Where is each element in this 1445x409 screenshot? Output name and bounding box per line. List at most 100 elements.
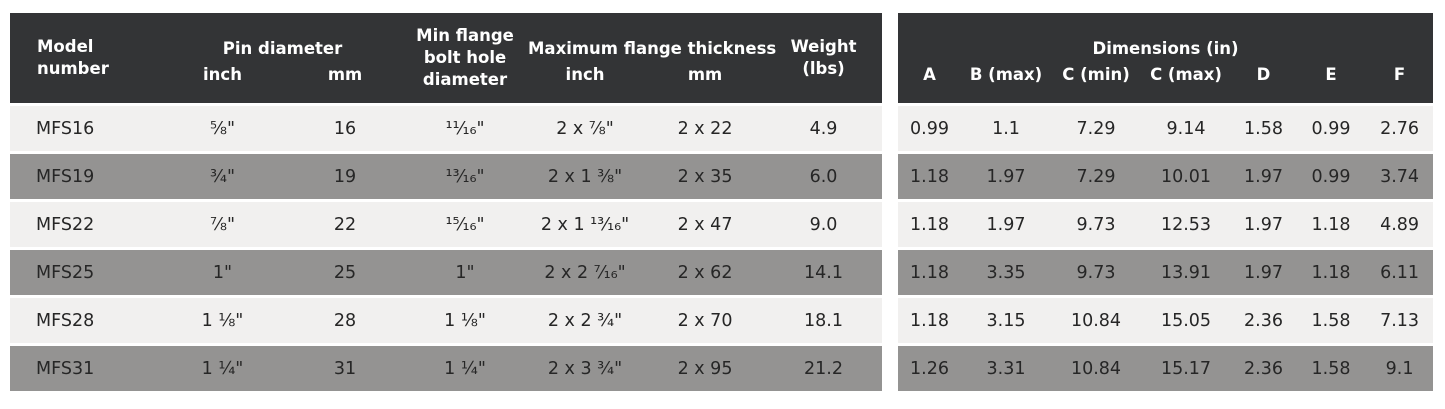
table-row: 1.18 1.97 9.73 12.53 1.97 1.18 4.89 xyxy=(898,200,1434,249)
table-cell: 1.18 xyxy=(898,296,962,345)
table-cell: 1.26 xyxy=(898,344,962,391)
table-cell: 1.18 xyxy=(898,152,962,201)
table-cell: MFS19 xyxy=(10,152,160,201)
table-cell: 1.18 xyxy=(1296,200,1367,249)
table-cell: 0.99 xyxy=(1296,104,1367,153)
table-cell: 2.76 xyxy=(1366,104,1434,153)
table-cell: 21.2 xyxy=(765,344,883,391)
page: Model number Pin diameter Min flange bol… xyxy=(10,13,1434,391)
table-cell: 22 xyxy=(285,200,406,249)
table-cell: 2 x 22 xyxy=(645,104,766,153)
col-header-flange-mm: mm xyxy=(645,62,766,105)
table-row: MFS22 ⅞" 22 ¹⁵⁄₁₆" 2 x 1 ¹³⁄₁₆" 2 x 47 9.0 xyxy=(10,200,883,249)
table-cell: 0.99 xyxy=(1296,152,1367,201)
table-cell: 3.74 xyxy=(1366,152,1434,201)
table-cell: 1" xyxy=(160,248,285,297)
table-row: 1.18 3.35 9.73 13.91 1.97 1.18 6.11 xyxy=(898,248,1434,297)
table-cell: 1.58 xyxy=(1296,344,1367,391)
table-cell: 2 x 3 ¾" xyxy=(525,344,646,391)
table-cell: 7.29 xyxy=(1051,104,1142,153)
table-cell: 31 xyxy=(285,344,406,391)
table-cell: 4.89 xyxy=(1366,200,1434,249)
table-cell: 1.97 xyxy=(1231,152,1297,201)
table-row: MFS31 1 ¼" 31 1 ¼" 2 x 3 ¾" 2 x 95 21.2 xyxy=(10,344,883,391)
col-header-model-number: Model number xyxy=(10,13,160,105)
table-cell: 1 ⅛" xyxy=(160,296,285,345)
table-cell: 4.9 xyxy=(765,104,883,153)
table-cell: 1.18 xyxy=(898,200,962,249)
table-row: 1.18 1.97 7.29 10.01 1.97 0.99 3.74 xyxy=(898,152,1434,201)
table-cell: ¹⁵⁄₁₆" xyxy=(405,200,526,249)
table-cell: 10.84 xyxy=(1051,344,1142,391)
table-cell: 9.1 xyxy=(1366,344,1434,391)
col-header-e: E xyxy=(1296,62,1367,105)
table-cell: 2 x 1 ⅜" xyxy=(525,152,646,201)
dimensions-table: Dimensions (in) A B (max) C (min) C (max… xyxy=(898,13,1434,391)
col-group-pin-diameter: Pin diameter xyxy=(160,13,406,62)
col-header-a: A xyxy=(898,62,962,105)
table-cell: ¹³⁄₁₆" xyxy=(405,152,526,201)
col-header-f: F xyxy=(1366,62,1434,105)
table-cell: 9.0 xyxy=(765,200,883,249)
table-row: MFS16 ⅝" 16 ¹¹⁄₁₆" 2 x ⅞" 2 x 22 4.9 xyxy=(10,104,883,153)
table-cell: 0.99 xyxy=(898,104,962,153)
table-cell: 10.01 xyxy=(1141,152,1232,201)
table-cell: MFS31 xyxy=(10,344,160,391)
table-cell: 10.84 xyxy=(1051,296,1142,345)
header-sub-row: A B (max) C (min) C (max) D E F xyxy=(898,62,1434,105)
dimensions-table-body: 0.99 1.1 7.29 9.14 1.58 0.99 2.76 1.18 1.97 7.29 1… xyxy=(898,104,1434,391)
table-cell: MFS16 xyxy=(10,104,160,153)
table-cell: 2 x 2 ¾" xyxy=(525,296,646,345)
table-cell: 2.36 xyxy=(1231,344,1297,391)
table-cell: 2.36 xyxy=(1231,296,1297,345)
table-cell: 1 ⅛" xyxy=(405,296,526,345)
col-header-b-max: B (max) xyxy=(961,62,1052,105)
header-sub-row: inch mm inch mm xyxy=(10,62,882,105)
table-cell: 1 ¼" xyxy=(405,344,526,391)
table-cell: 1.18 xyxy=(1296,248,1367,297)
table-cell: 1.97 xyxy=(961,152,1052,201)
table-cell: 1.97 xyxy=(1231,200,1297,249)
table-row: 1.26 3.31 10.84 15.17 2.36 1.58 9.1 xyxy=(898,344,1434,391)
table-cell: 1.1 xyxy=(961,104,1052,153)
spec-table: Model number Pin diameter Min flange bol… xyxy=(10,13,883,391)
table-cell: 9.73 xyxy=(1051,248,1142,297)
header-group-row: Dimensions (in) xyxy=(898,13,1434,62)
table-cell: 3.15 xyxy=(961,296,1052,345)
table-cell: MFS28 xyxy=(10,296,160,345)
col-header-pin-inch: inch xyxy=(160,62,285,105)
table-cell: 2 x 2 ⁷⁄₁₆" xyxy=(525,248,646,297)
table-cell: ⅝" xyxy=(160,104,285,153)
table-cell: 1 ¼" xyxy=(160,344,285,391)
table-row: MFS28 1 ⅛" 28 1 ⅛" 2 x 2 ¾" 2 x 70 18.1 xyxy=(10,296,883,345)
table-cell: 7.13 xyxy=(1366,296,1434,345)
table-cell: 19 xyxy=(285,152,406,201)
table-cell: 3.35 xyxy=(961,248,1052,297)
table-cell: 1.18 xyxy=(898,248,962,297)
table-cell: 1.58 xyxy=(1296,296,1367,345)
dimensions-table-header: Dimensions (in) A B (max) C (min) C (max… xyxy=(898,13,1434,105)
table-cell: 3.31 xyxy=(961,344,1052,391)
table-cell: 13.91 xyxy=(1141,248,1232,297)
table-cell: ¾" xyxy=(160,152,285,201)
table-cell: 28 xyxy=(285,296,406,345)
table-cell: 1.97 xyxy=(1231,248,1297,297)
table-cell: 16 xyxy=(285,104,406,153)
table-row: MFS19 ¾" 19 ¹³⁄₁₆" 2 x 1 ⅜" 2 x 35 6.0 xyxy=(10,152,883,201)
header-group-row: Model number Pin diameter Min flange bol… xyxy=(10,13,883,105)
col-header-pin-mm: mm xyxy=(285,62,406,105)
table-cell: MFS22 xyxy=(10,200,160,249)
table-cell: 1.97 xyxy=(961,200,1052,249)
table-cell: 25 xyxy=(285,248,406,297)
table-row: MFS25 1" 25 1" 2 x 2 ⁷⁄₁₆" 2 x 62 14.1 xyxy=(10,248,883,297)
table-cell: 15.05 xyxy=(1141,296,1232,345)
table-cell: 1" xyxy=(405,248,526,297)
col-header-c-min: C (min) xyxy=(1051,62,1142,105)
table-row: 0.99 1.1 7.29 9.14 1.58 0.99 2.76 xyxy=(898,104,1434,153)
spec-table-header: Model number Pin diameter Min flange bol… xyxy=(10,13,883,105)
col-group-maximum-flange-thickness: Maximum flange thickness xyxy=(525,13,776,62)
table-cell: 2 x 62 xyxy=(645,248,766,297)
table-cell: 2 x 95 xyxy=(645,344,766,391)
table-row: 1.18 3.15 10.84 15.05 2.36 1.58 7.13 xyxy=(898,296,1434,345)
table-cell: 2 x 35 xyxy=(645,152,766,201)
